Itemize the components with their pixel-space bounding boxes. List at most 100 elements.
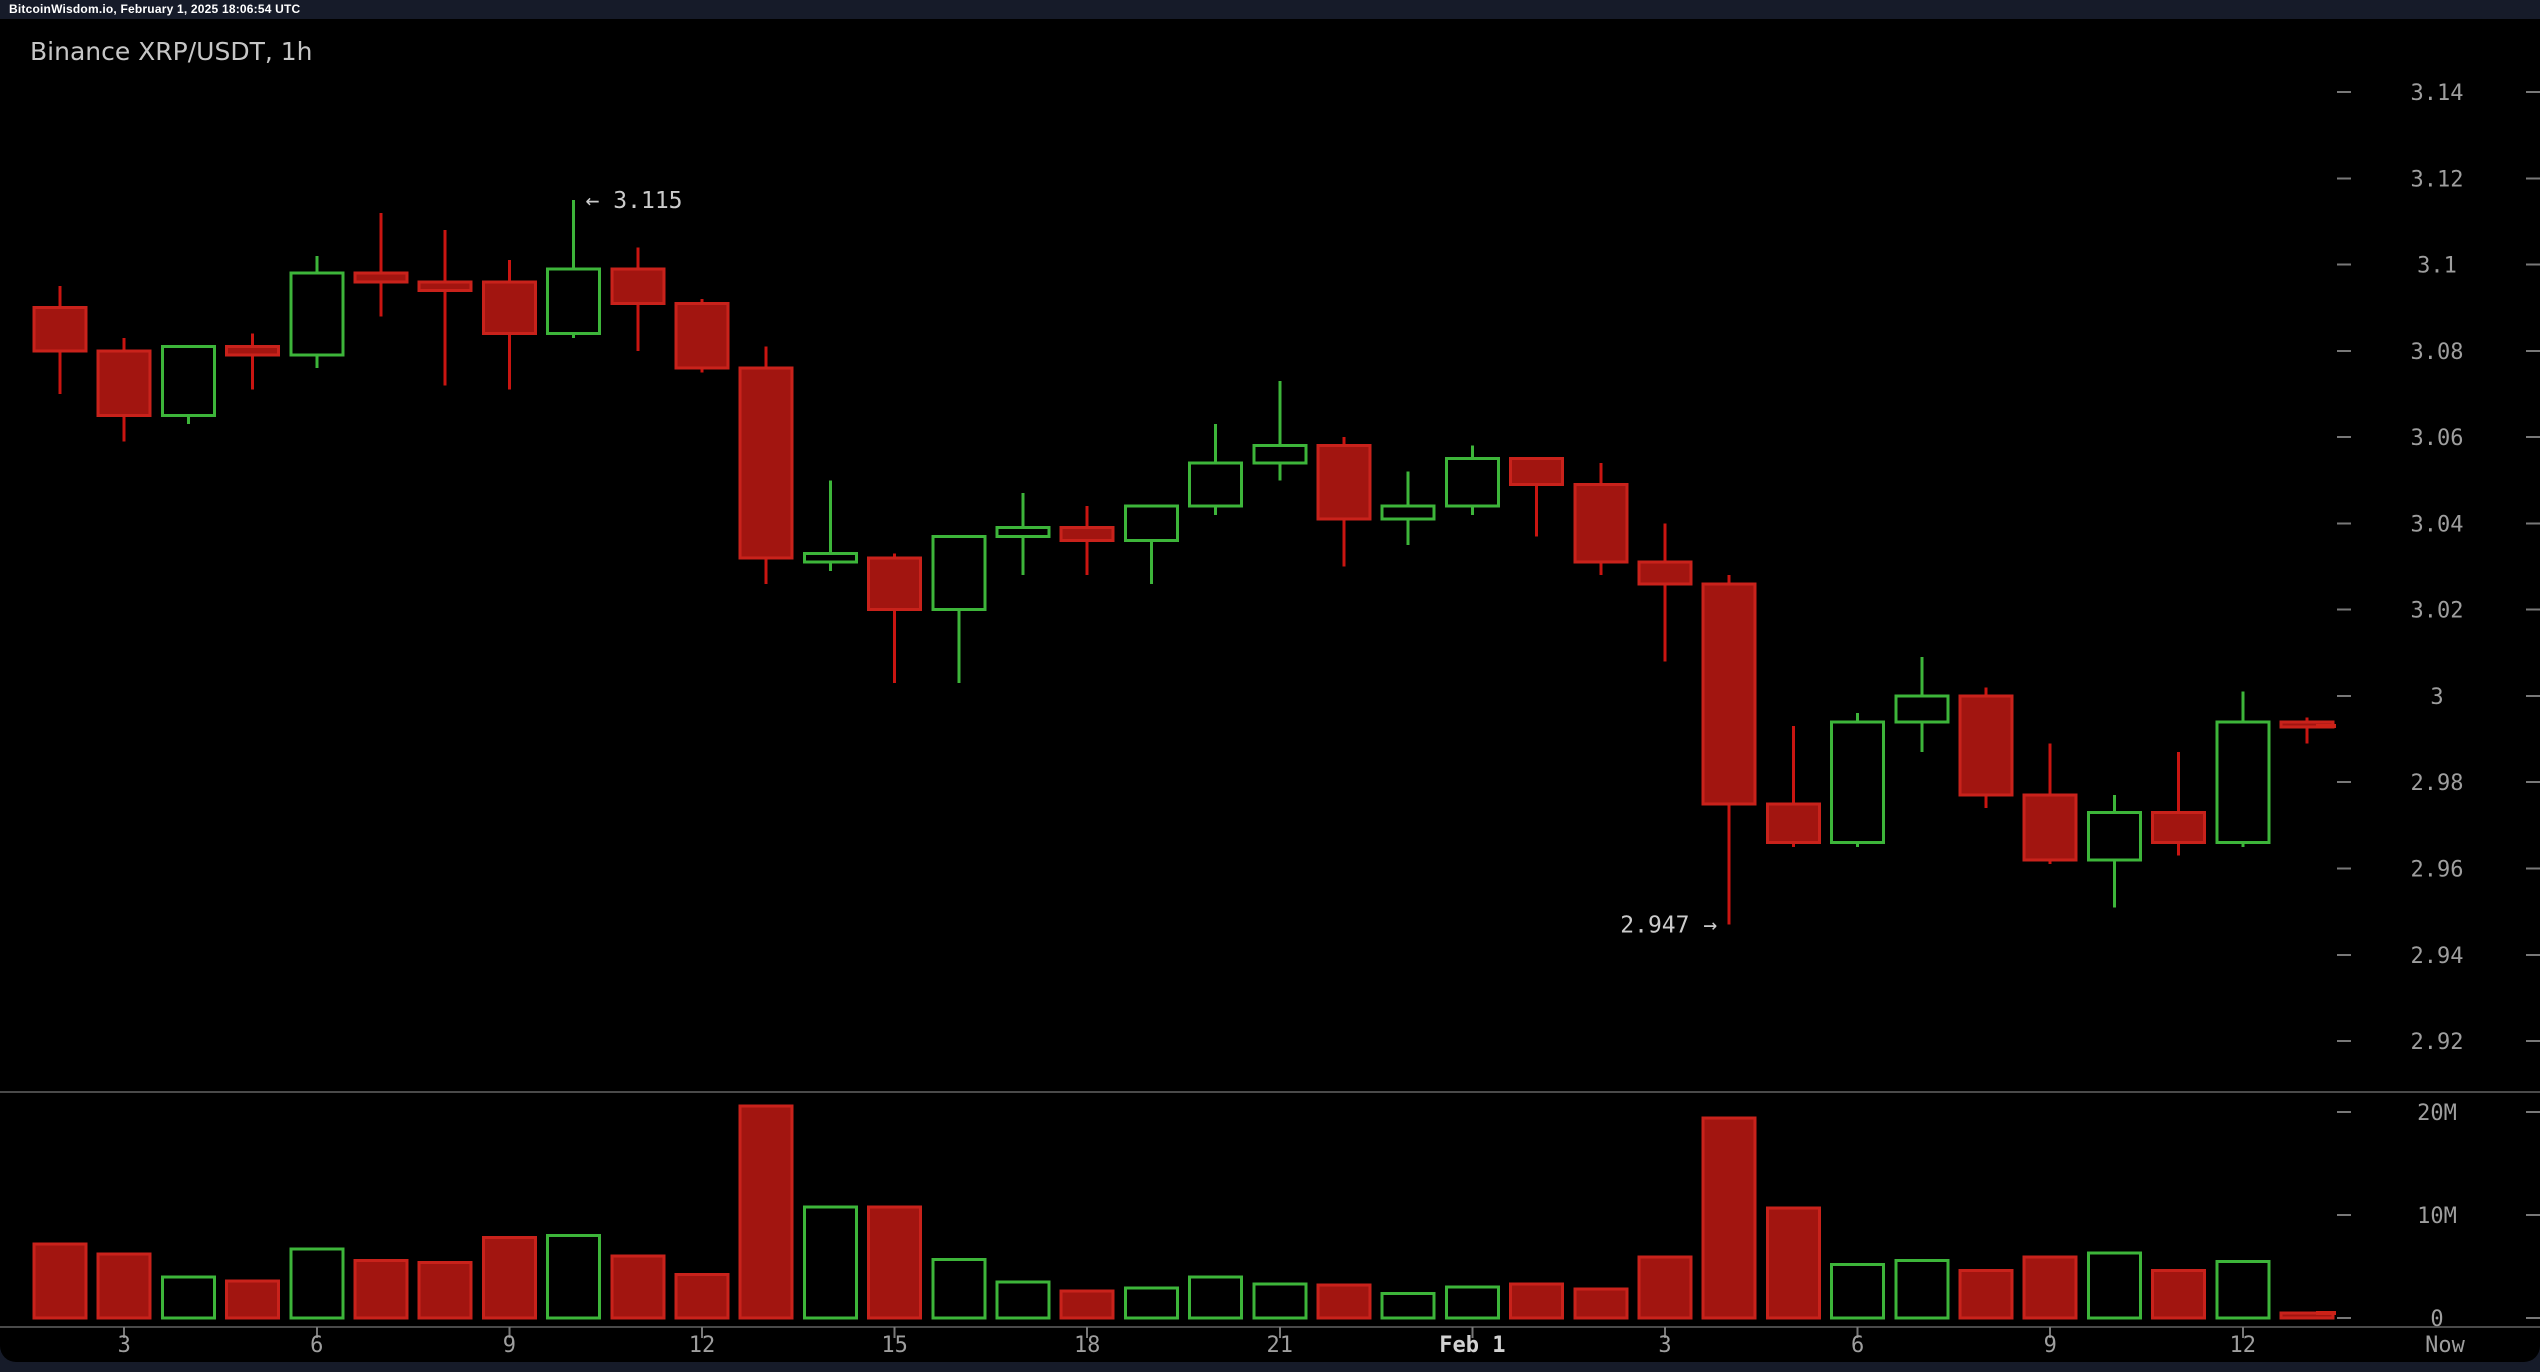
price-axis-label: 3.12 — [2411, 167, 2464, 192]
time-axis-label: 3 — [1658, 1333, 1671, 1358]
price-axis-tick-left — [2337, 694, 2351, 697]
time-axis-label: 12 — [689, 1333, 716, 1358]
candle-body-down — [1637, 560, 1693, 586]
time-axis-label: 9 — [503, 1333, 516, 1358]
time-axis-label: 9 — [2044, 1333, 2057, 1358]
current-volume-marker — [2316, 1310, 2336, 1315]
candle-body-down — [1958, 694, 2014, 797]
time-axis-tick — [1664, 1327, 1666, 1338]
volume-bar-up — [1123, 1286, 1179, 1320]
candle-body-up — [1380, 504, 1436, 521]
time-axis-label: 21 — [1267, 1333, 1294, 1358]
volume-bar-down — [1958, 1269, 2014, 1320]
volume-bar-down — [417, 1260, 473, 1320]
volume-bar-down — [1059, 1289, 1115, 1320]
volume-bar-down — [1316, 1283, 1372, 1320]
time-axis-tick — [2049, 1327, 2052, 1338]
price-axis-label: 2.98 — [2411, 771, 2464, 796]
price-axis-tick-left — [2337, 867, 2351, 870]
candle-body-down — [1765, 802, 1821, 845]
volume-axis-label: 20M — [2417, 1101, 2457, 1126]
price-axis-tick-right — [2526, 953, 2540, 956]
volume-bar-up — [160, 1275, 216, 1320]
candle-body-down — [867, 556, 923, 612]
price-axis-tick-left — [2337, 522, 2351, 525]
volume-bar-up — [2215, 1259, 2271, 1320]
candle-body-down — [1316, 444, 1372, 521]
volume-axis-tick-right — [2526, 1214, 2540, 1216]
candle-body-up — [1444, 457, 1500, 508]
volume-axis-tick-right — [2526, 1317, 2540, 1319]
price-axis-tick-left — [2337, 953, 2351, 956]
current-price-marker — [2316, 724, 2336, 729]
candle-body-up — [1188, 461, 1244, 508]
candle-body-up — [2215, 720, 2271, 845]
price-axis-tick-left — [2337, 436, 2351, 439]
price-axis-tick-left — [2337, 263, 2351, 266]
price-axis-label: 2.94 — [2411, 944, 2464, 969]
price-axis-label: 3.08 — [2411, 340, 2464, 365]
volume-bar-down — [96, 1252, 152, 1320]
candle-body-up — [1123, 504, 1179, 543]
time-axis-label: 15 — [881, 1333, 908, 1358]
volume-bar-down — [867, 1205, 923, 1320]
candle-body-down — [32, 306, 88, 353]
high-annotation: ← 3.115 — [586, 188, 683, 214]
price-axis-tick-left — [2337, 91, 2351, 93]
candlestick-chart[interactable]: 3.14 3.12 3.1 3.08 3.06 3.04 3.02 3 2.98 2.96 2.94… — [0, 19, 2540, 1362]
time-axis-label: 18 — [1074, 1333, 1101, 1358]
candle-body-down — [417, 280, 473, 292]
volume-bar-down — [738, 1104, 794, 1320]
candle-body-down — [2022, 793, 2078, 862]
time-axis-tick — [123, 1327, 126, 1338]
volume-bar-up — [995, 1280, 1051, 1320]
price-axis-tick-right — [2526, 91, 2540, 93]
price-axis-label: 3.04 — [2411, 512, 2464, 537]
volume-bar-down — [1765, 1206, 1821, 1320]
status-bar-text: BitcoinWisdom.io, February 1, 2025 18:06… — [9, 2, 301, 16]
volume-axis-label: 0 — [2430, 1307, 2443, 1332]
volume-bar-down — [1701, 1116, 1757, 1320]
volume-bar-down — [353, 1258, 409, 1320]
candle-body-up — [160, 345, 216, 418]
candle-body-down — [353, 271, 409, 284]
volume-axis-tick-left — [2337, 1317, 2351, 1319]
volume-bar-up — [931, 1257, 987, 1320]
candle-body-down — [1509, 457, 1565, 487]
volume-bar-down — [32, 1242, 88, 1320]
time-axis-tick — [1278, 1327, 1281, 1338]
chart-container[interactable]: Binance XRP/USDT, 1h 3.14 3.12 3.1 3.08 3.06… — [0, 19, 2540, 1362]
price-axis-tick-left — [2337, 781, 2351, 784]
candle-body-up — [1894, 694, 1950, 724]
low-annotation: 2.947 → — [1620, 913, 1717, 939]
price-axis-label: 3 — [2430, 685, 2443, 710]
candle-body-down — [96, 349, 152, 418]
candle-body-up — [802, 552, 858, 564]
price-axis-label: 2.92 — [2411, 1030, 2464, 1055]
price-axis-tick-left — [2337, 1040, 2351, 1043]
volume-bar-down — [1573, 1287, 1629, 1320]
chart-title: Binance XRP/USDT, 1h — [30, 37, 313, 66]
candle-body-down — [1059, 526, 1115, 543]
price-axis-tick-left — [2337, 608, 2351, 611]
volume-bar-up — [2086, 1251, 2142, 1320]
price-axis-tick-right — [2526, 867, 2540, 870]
time-axis-tick — [315, 1327, 318, 1338]
price-axis-label: 3.02 — [2411, 599, 2464, 624]
price-axis-tick-left — [2337, 177, 2351, 180]
volume-bar-down — [2151, 1269, 2207, 1320]
price-axis-tick-right — [2526, 349, 2540, 352]
volume-bar-down — [1509, 1282, 1565, 1320]
candle-body-up — [1830, 720, 1886, 845]
volume-axis-label: 10M — [2417, 1204, 2457, 1229]
price-axis-tick-right — [2526, 1040, 2540, 1043]
candle-body-up — [546, 267, 602, 336]
volume-bar-down — [2022, 1255, 2078, 1320]
candle-body-down — [2151, 810, 2207, 845]
candle-body-down — [1573, 483, 1629, 564]
volume-bar-down — [481, 1236, 537, 1320]
price-axis-tick-right — [2526, 694, 2540, 697]
price-axis-tick-right — [2526, 177, 2540, 180]
volume-axis-tick-right — [2526, 1111, 2540, 1113]
volume-bar-up — [546, 1234, 602, 1320]
